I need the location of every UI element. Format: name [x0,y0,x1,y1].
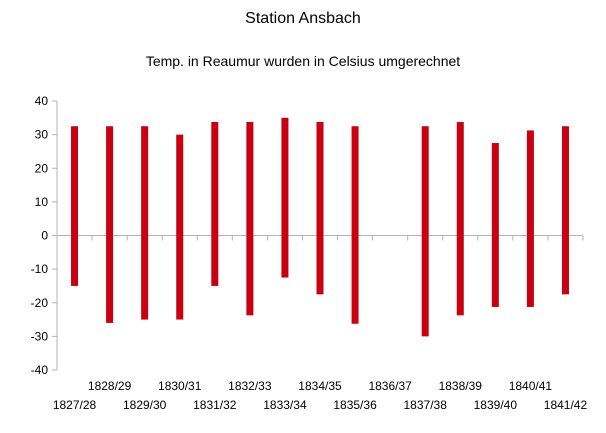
range-bar-1832/33 [246,122,254,316]
y-tick-label: 0 [41,229,48,243]
x-tick-label: 1828/29 [88,379,132,393]
range-bar-1837/38 [421,126,429,337]
range-bar-1835/36 [351,126,359,324]
x-tick-label: 1834/35 [298,379,342,393]
range-bar-1831/32 [211,122,219,286]
x-tick-label: 1836/37 [368,379,412,393]
x-tick-label: 1830/31 [158,379,202,393]
range-bar-1829/30 [141,126,149,320]
bars [71,117,569,337]
y-tick-label: 30 [35,128,49,142]
range-bar-1838/39 [456,122,464,316]
x-tick-label: 1832/33 [228,379,272,393]
y-tick-label: 10 [35,195,49,209]
y-tick-label: 20 [35,161,49,175]
range-bar-1830/31 [176,134,184,320]
range-bar-1834/35 [316,122,324,295]
range-bar-1833/34 [281,117,289,278]
x-tick-label: 1837/38 [404,398,448,412]
range-bar-1840/41 [526,130,534,307]
chart-subtitle: Temp. in Reaumur wurden in Celsius umger… [145,53,461,69]
y-tick-label: -20 [31,296,49,310]
x-tick-label: 1841/42 [544,398,588,412]
range-bar-1839/40 [491,143,499,307]
x-tick-label: 1833/34 [263,398,307,412]
x-tick-label: 1839/40 [474,398,518,412]
x-tick-label: 1831/32 [193,398,237,412]
y-tick-label: -40 [31,363,49,377]
chart-title: Station Ansbach [245,10,361,27]
y-tick-label: -30 [31,329,49,343]
range-bar-1841/42 [561,126,569,295]
y-tick-label: -10 [31,262,49,276]
x-tick-label: 1829/30 [123,398,167,412]
x-tick-label: 1840/41 [509,379,553,393]
x-tick-label: 1827/28 [53,398,97,412]
labels: 40 30 20 10 0 -10 -20 -30 -40 1827/28 1828/29 1829/… [31,94,588,412]
range-bar-1827/28 [71,126,79,286]
y-tick-label: 40 [35,94,49,108]
x-tick-label: 1835/36 [333,398,377,412]
x-tick-label: 1838/39 [439,379,483,393]
range-bar-1828/29 [106,126,114,323]
